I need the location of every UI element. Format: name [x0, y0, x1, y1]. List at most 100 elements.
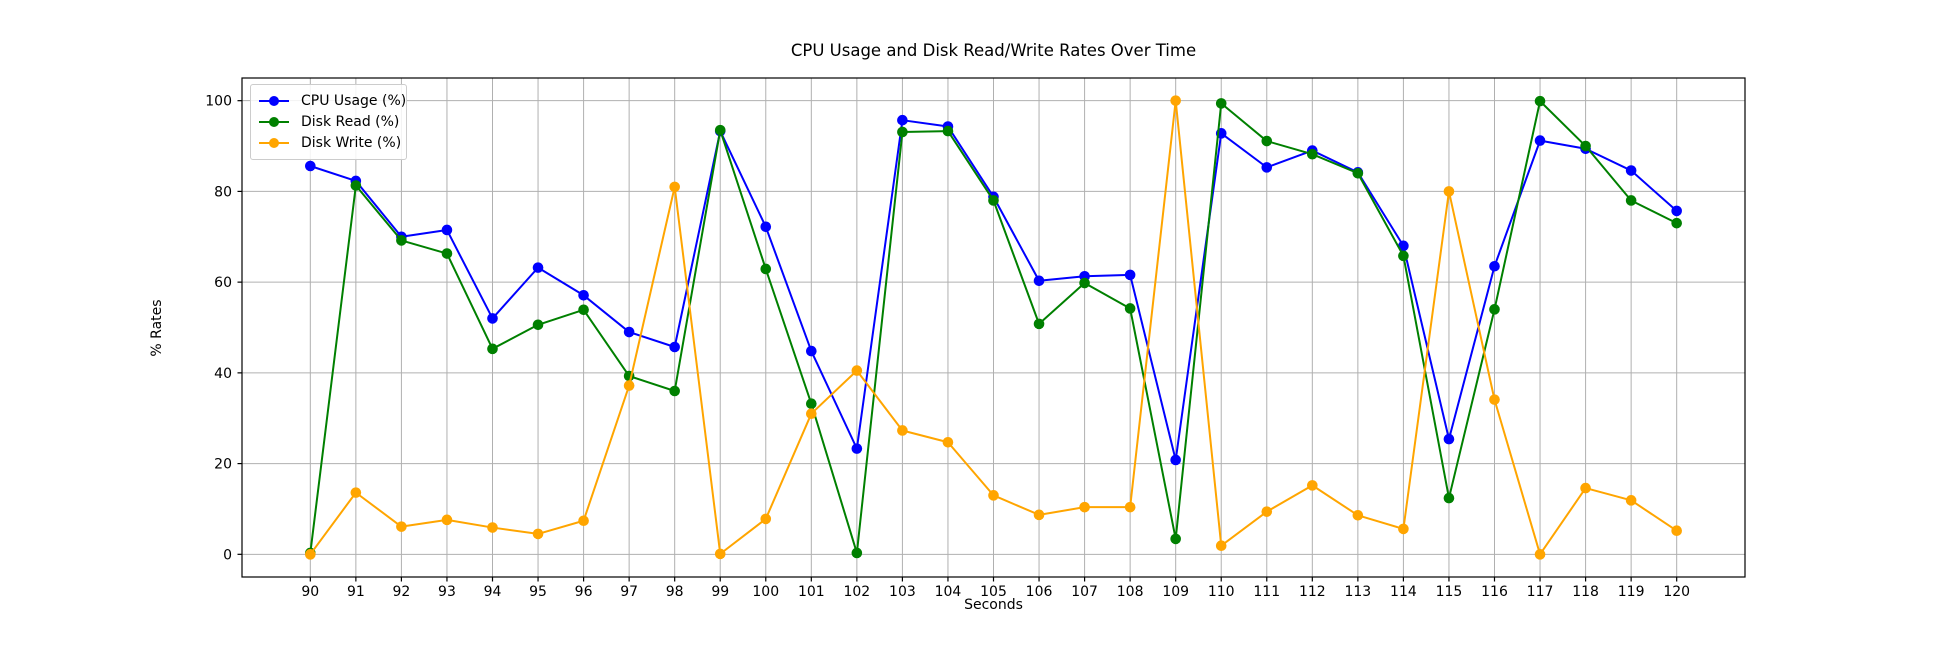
data-point	[1079, 501, 1090, 513]
data-point	[305, 160, 316, 172]
data-point	[441, 248, 453, 259]
data-point	[1398, 250, 1409, 262]
x-tick-label: 99	[711, 584, 729, 600]
data-point	[1534, 95, 1546, 107]
data-point	[532, 262, 544, 273]
data-point	[806, 408, 817, 419]
x-tick-label: 94	[484, 584, 502, 600]
y-tick-label: 60	[214, 275, 232, 291]
data-point	[487, 343, 498, 355]
data-point	[1443, 186, 1455, 197]
data-point	[623, 326, 635, 338]
data-point	[760, 513, 772, 525]
data-point	[1352, 167, 1364, 179]
x-tick-label: 113	[1344, 584, 1371, 600]
x-tick-label: 111	[1253, 584, 1280, 600]
x-tick-label: 109	[1162, 584, 1189, 600]
data-series-2	[305, 95, 1682, 560]
data-point	[487, 522, 498, 533]
data-point	[1580, 482, 1591, 494]
x-tick-label: 119	[1618, 584, 1645, 600]
data-point	[1398, 240, 1409, 252]
x-tick-label: 103	[889, 584, 916, 600]
data-point	[532, 528, 544, 540]
data-point	[441, 514, 453, 526]
legend-label: Disk Write (%)	[301, 135, 402, 151]
data-point	[1124, 269, 1136, 281]
data-point	[1079, 277, 1090, 289]
data-point	[1307, 480, 1318, 491]
x-tick-label: 104	[935, 584, 962, 600]
x-tick-label: 120	[1663, 584, 1690, 600]
data-point	[350, 487, 362, 498]
data-point	[1625, 495, 1637, 506]
data-point	[760, 263, 772, 275]
x-tick-label: 116	[1481, 584, 1508, 600]
data-point	[1215, 98, 1227, 109]
x-tick-label: 90	[301, 584, 319, 600]
data-point	[897, 425, 908, 436]
y-tick-label: 0	[223, 547, 232, 563]
axis-ticks: 90 91 92 93 94 95 96 97 98 99 100 101 102 103 104 105 10…	[205, 94, 1690, 600]
data-point	[441, 224, 453, 236]
data-point	[1671, 205, 1682, 217]
data-point	[1261, 162, 1273, 173]
data-point	[396, 235, 407, 246]
data-point	[1261, 506, 1273, 517]
data-point	[1170, 454, 1181, 466]
x-tick-label: 114	[1390, 584, 1417, 600]
x-tick-label: 108	[1117, 584, 1144, 600]
data-point	[578, 304, 589, 316]
data-point	[1671, 217, 1682, 229]
x-tick-label: 117	[1527, 584, 1554, 600]
x-tick-label: 96	[575, 584, 593, 600]
x-tick-label: 97	[620, 584, 638, 600]
data-point	[1534, 549, 1546, 560]
data-point	[532, 319, 544, 331]
data-point	[1170, 95, 1181, 106]
data-point	[1489, 304, 1500, 315]
y-tick-label: 80	[214, 184, 232, 200]
legend: CPU Usage (%) Disk Read (%) Disk Write (…	[250, 84, 407, 160]
data-point	[1124, 303, 1136, 314]
x-tick-label: 100	[752, 584, 779, 600]
data-point	[851, 365, 863, 376]
data-point	[851, 547, 863, 559]
x-tick-label: 93	[438, 584, 456, 600]
legend-item-disk-write: Disk Write (%)	[259, 133, 402, 153]
legend-item-cpu-usage: CPU Usage (%)	[259, 91, 406, 111]
y-tick-label: 40	[214, 366, 232, 382]
data-point	[1398, 523, 1409, 535]
data-point	[806, 345, 817, 357]
data-point	[1352, 510, 1364, 521]
data-point	[669, 181, 680, 193]
data-point	[1671, 525, 1682, 537]
data-point	[714, 124, 726, 136]
data-point	[1443, 433, 1455, 445]
line-marker-icon	[259, 138, 289, 148]
x-tick-label: 102	[843, 584, 870, 600]
x-axis-label: Seconds	[964, 597, 1023, 613]
y-axis-label: % Rates	[149, 299, 165, 357]
data-point	[487, 313, 498, 324]
line-marker-icon	[259, 117, 289, 127]
chart-title: CPU Usage and Disk Read/Write Rates Over…	[790, 41, 1197, 60]
data-point	[714, 548, 726, 560]
data-point	[760, 221, 772, 233]
data-point	[1489, 394, 1500, 405]
data-point	[942, 125, 954, 137]
data-point	[806, 398, 817, 410]
data-point	[1580, 140, 1591, 152]
data-point	[988, 490, 999, 501]
data-point	[851, 443, 863, 454]
x-tick-label: 106	[1026, 584, 1053, 600]
data-point	[942, 436, 954, 448]
data-point	[1261, 135, 1273, 147]
y-tick-label: 100	[205, 94, 232, 110]
data-point	[669, 385, 680, 397]
data-point	[305, 549, 316, 560]
x-tick-label: 91	[347, 584, 365, 600]
data-point	[578, 289, 589, 301]
x-tick-label: 95	[529, 584, 547, 600]
